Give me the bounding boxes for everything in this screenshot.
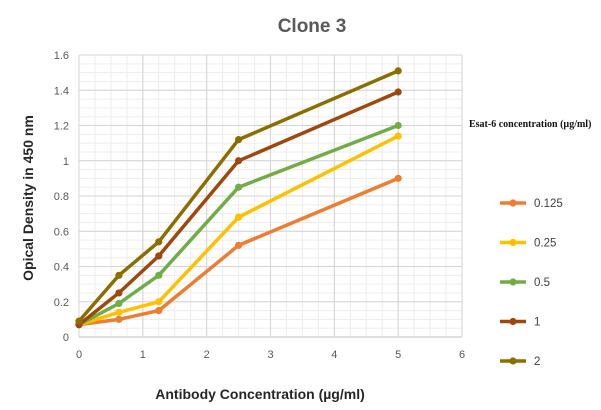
- data-point-1: [155, 252, 163, 260]
- legend-label-0.25: 0.25: [534, 238, 556, 250]
- y-tick-label: 1.2: [54, 121, 69, 133]
- y-tick-label: 0.4: [54, 262, 69, 274]
- data-point-0.5: [234, 183, 243, 191]
- data-point-1: [394, 88, 402, 96]
- y-tick-label: 1.4: [54, 85, 69, 97]
- x-axis-title: Antibody Concentration (µg/ml): [155, 386, 365, 402]
- data-point-0.25: [394, 132, 402, 140]
- data-point-0.125: [155, 306, 163, 315]
- tick-labels: 0 0.2 0.4 0.6 0.8 1 1.2 1.4 1.6 0 1 2 3 4 5 6: [54, 50, 465, 361]
- data-point-2: [75, 317, 83, 325]
- y-tick-label: 1.6: [54, 50, 69, 62]
- legend-title: Esat-6 concentration (µg/ml): [469, 119, 591, 130]
- y-tick-label: 0.6: [54, 226, 69, 238]
- y-tick-label: 0.8: [54, 191, 69, 203]
- data-point-0.5: [394, 121, 402, 130]
- data-point-0.125: [234, 241, 243, 249]
- x-tick-label: 4: [331, 349, 337, 361]
- x-tick-label: 6: [459, 349, 465, 361]
- data-point-0.5: [115, 299, 123, 308]
- x-tick-label: 3: [267, 349, 273, 361]
- legend-label-0.125: 0.125: [534, 198, 563, 210]
- x-tick-label: 0: [76, 349, 82, 361]
- legend-marker-2: [509, 357, 517, 365]
- chart-title: Clone 3: [278, 16, 347, 37]
- data-point-0.125: [115, 315, 123, 323]
- x-tick-label: 2: [204, 349, 210, 361]
- data-point-0.25: [234, 213, 243, 221]
- x-tick-label: 1: [140, 349, 146, 361]
- data-point-0.125: [394, 174, 402, 182]
- data-point-2: [155, 238, 163, 246]
- data-point-1: [234, 157, 243, 165]
- data-point-0.5: [155, 271, 163, 279]
- legend-label-2: 2: [534, 356, 540, 368]
- legend: 0.125 0.25 0.5 1 2: [500, 198, 563, 368]
- legend-label-0.5: 0.5: [534, 277, 550, 289]
- grid-lines: [78, 54, 463, 338]
- data-point-0.25: [155, 298, 163, 306]
- data-point-0.25: [115, 308, 123, 316]
- legend-marker-1: [509, 317, 517, 326]
- data-point-2: [394, 67, 402, 75]
- data-point-2: [115, 271, 123, 279]
- data-point-2: [234, 136, 243, 144]
- legend-marker-0.125: [509, 199, 517, 207]
- legend-label-1: 1: [534, 317, 540, 329]
- series-points: [75, 67, 402, 329]
- y-tick-label: 0: [63, 332, 69, 344]
- y-tick-label: 1: [63, 156, 69, 168]
- x-tick-label: 5: [395, 349, 401, 361]
- data-point-1: [115, 289, 123, 297]
- y-tick-label: 0.2: [54, 297, 69, 309]
- legend-marker-0.5: [509, 278, 517, 286]
- legend-marker-0.25: [509, 238, 517, 247]
- y-axis-title: Opical Density in 450 nm: [20, 115, 36, 281]
